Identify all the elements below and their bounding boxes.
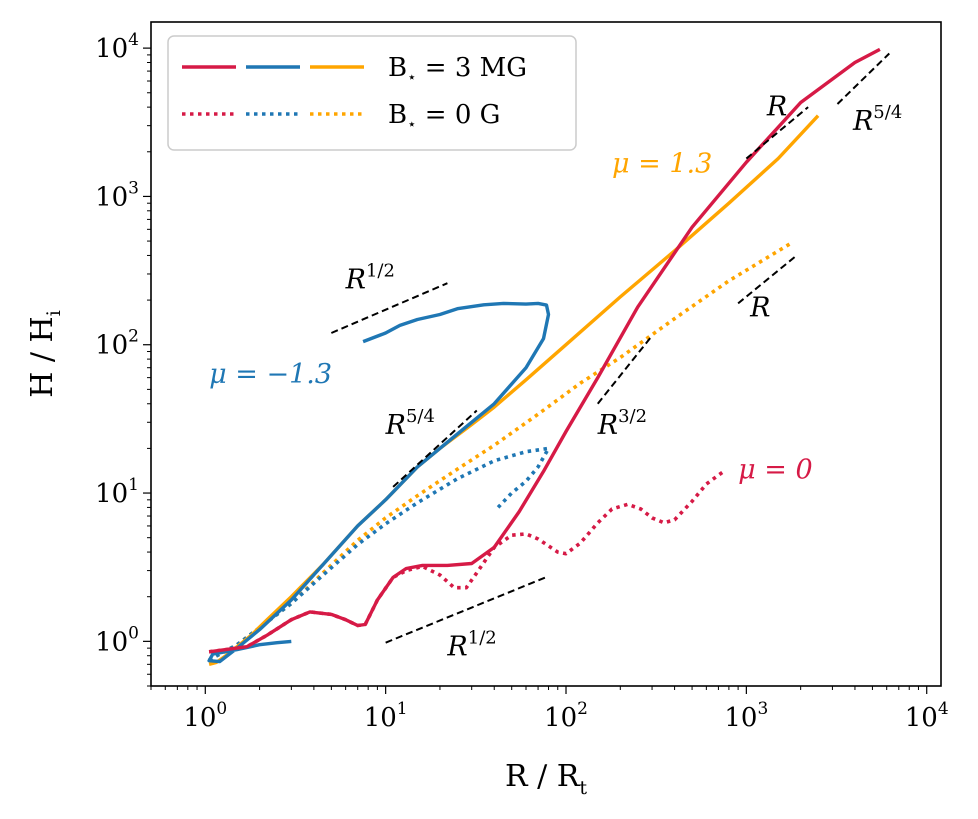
x-tick-exponent: 3 [757,699,768,719]
reference-lines [330,52,890,644]
y-tick-label: 101 [95,475,139,509]
legend-box [167,35,577,151]
label-r12-lower: R1/2 [446,628,496,663]
label-r54-middle: R5/4 [385,406,435,441]
y-tick-base: 10 [95,627,128,657]
legend-label-base: B [388,100,407,130]
legend-label-sub: ⋆ [407,115,416,133]
label-mu-neg1p3: μ = −1.3 [209,359,332,390]
x-tick-base: 10 [183,703,216,733]
annotation-exponent: 1/2 [366,260,395,281]
ref-r54-upper [836,52,890,105]
x-axis-label-sub: t [579,777,587,799]
annotation-exponent: 5/4 [406,406,435,427]
x-tick-label: 101 [364,699,408,733]
y-tick-label: 100 [95,623,139,657]
annotation-base: R [385,410,406,441]
label-r54-upper: R5/4 [852,102,902,137]
x-tick-exponent: 2 [577,699,588,719]
y-axis-label: H / Hi [25,310,65,398]
label-mu-0: μ = 0 [738,455,813,486]
y-tick-label: 104 [95,30,139,64]
label-r32: R3/2 [597,406,647,441]
ref-r32 [596,335,653,405]
legend-label: B⋆ = 3 MG [388,53,527,86]
legend-label-value: = 0 G [417,100,501,130]
y-tick-exponent: 3 [128,178,139,198]
x-tick-exponent: 1 [397,699,408,719]
label-r-upper: R [766,92,787,123]
x-tick-exponent: 0 [216,699,227,719]
axis-labels: R / Rt H / Hi [25,310,587,799]
label-mu-1p3: μ = 1.3 [612,148,712,179]
x-tick-label: 104 [905,699,949,733]
annotation-base: R [749,293,770,324]
annotation-base: R [852,106,873,137]
x-tick-base: 10 [364,703,397,733]
y-tick-base: 10 [95,182,128,212]
x-axis-label-main: R / R [505,759,581,794]
y-tick-base: 10 [95,34,128,64]
y-tick-label: 102 [95,327,139,361]
x-tick-base: 10 [724,703,757,733]
x-tick-label: 103 [724,699,768,733]
ref-r12-lower [385,575,549,644]
series-line [208,240,794,662]
x-tick-exponent: 4 [938,699,949,719]
plot-frame [150,21,942,687]
x-axis-label: R / Rt [505,759,587,799]
x-tick-base: 10 [905,703,938,733]
label-r-lower: R [749,293,770,324]
y-tick-exponent: 1 [128,475,139,495]
series-line [208,47,881,654]
legend-label-base: B [388,53,407,83]
legend: B⋆ = 3 MGB⋆ = 0 G [167,35,577,151]
y-tick-base: 10 [95,479,128,509]
ref-r54-middle [392,409,478,488]
ref-r-lower [737,254,798,305]
y-tick-exponent: 4 [128,30,139,50]
annotation-exponent: 5/4 [873,102,902,123]
y-tick-base: 10 [95,331,128,361]
legend-label-sub: ⋆ [407,68,416,86]
annotation-base: R [446,632,467,663]
x-tick-label: 100 [183,699,227,733]
ref-r-upper [745,106,809,160]
y-axis-label-main: H / H [25,316,60,398]
y-tick-exponent: 0 [128,623,139,643]
annotation-base: R [766,92,787,123]
label-r12-upper: R1/2 [345,260,395,295]
y-axis-label-sub: i [43,310,65,316]
annotation-exponent: 3/2 [618,406,647,427]
legend-label: B⋆ = 0 G [388,100,500,133]
y-tick-label: 103 [95,178,139,212]
ref-r12-upper [330,282,448,334]
annotations: μ = 1.3μ = −1.3μ = 0R1/2R5/4R1/2R3/2RR R5… [209,92,902,663]
series-group [207,47,881,666]
series-line [207,301,551,664]
annotation-base: R [597,410,618,441]
y-tick-exponent: 2 [128,327,139,347]
x-tick-base: 10 [544,703,577,733]
legend-label-value: = 3 MG [417,53,528,83]
annotation-exponent: 1/2 [468,628,497,649]
x-tick-label: 102 [544,699,588,733]
annotation-base: R [345,264,366,295]
